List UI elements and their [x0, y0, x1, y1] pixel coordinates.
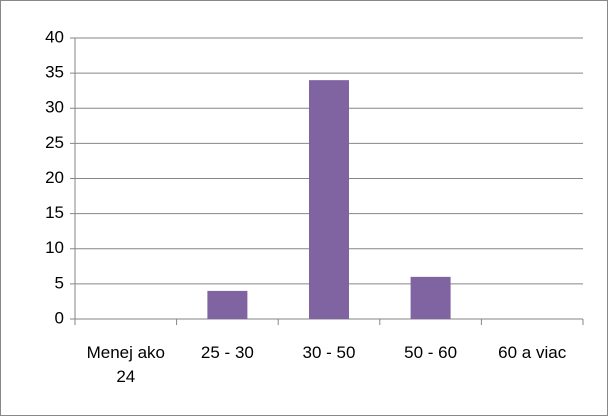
y-tick-label: 5 [55, 273, 64, 292]
bar [207, 290, 248, 319]
x-tick-label: 25 - 30 [200, 343, 254, 362]
y-tick-label: 15 [45, 203, 64, 222]
x-tick-label: Menej ako 24 [86, 343, 166, 386]
bar [309, 80, 349, 320]
y-tick-label: 25 [45, 133, 64, 152]
x-tick-label: 50 - 60 [404, 343, 458, 362]
x-tick-label: 30 - 50 [302, 343, 356, 362]
y-tick-label: 40 [45, 27, 64, 46]
bar [410, 276, 451, 319]
y-tick-label: 0 [55, 308, 64, 327]
y-tick-label: 30 [45, 98, 64, 117]
y-tick-label: 10 [45, 238, 64, 257]
y-tick-label: 35 [45, 63, 64, 82]
y-tick-label: 20 [45, 168, 64, 187]
x-tick-label: 60 a viac [498, 343, 567, 362]
